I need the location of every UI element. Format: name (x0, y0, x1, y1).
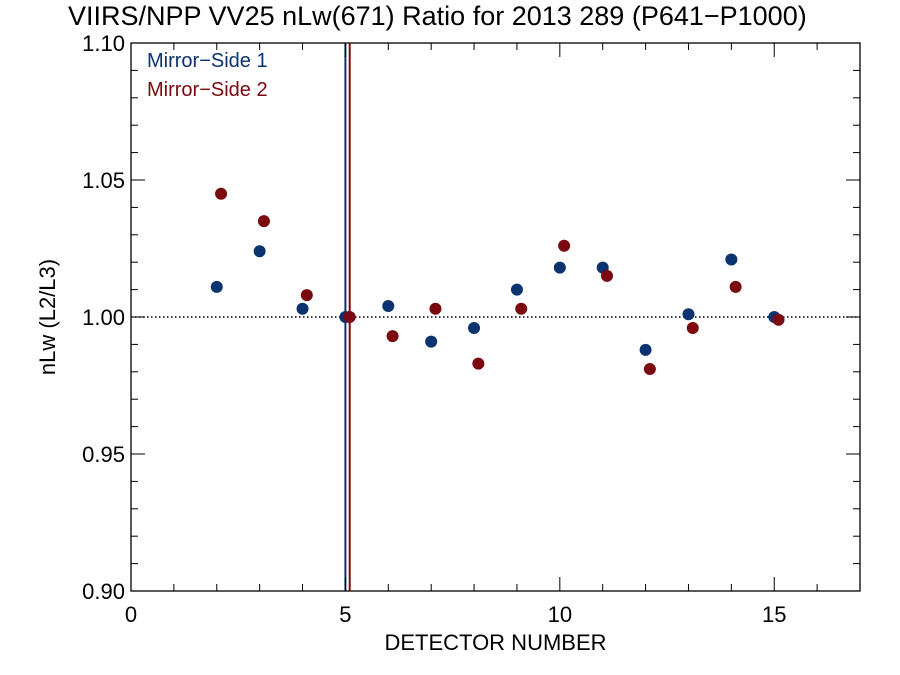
legend-label-mirror-side-1: Mirror−Side 1 (147, 50, 268, 72)
data-point-series-2 (257, 215, 270, 228)
point-layer (210, 187, 785, 376)
data-point-series-1 (296, 302, 309, 315)
y-tick-label: 0.95 (82, 442, 125, 467)
data-point-series-2 (600, 269, 613, 282)
data-point-series-1 (468, 321, 481, 334)
tick-layer: 0 5 10 15 0.90 0.95 1.00 1.05 1.10 (82, 31, 861, 627)
data-point-series-2 (386, 330, 399, 343)
data-point-series-2 (772, 313, 785, 326)
data-point-series-1 (210, 280, 223, 293)
y-tick-label: 1.00 (82, 305, 125, 330)
x-axis-label: DETECTOR NUMBER (384, 630, 606, 655)
y-axis-label: nLw (L2/L3) (35, 259, 60, 375)
data-point-series-1 (682, 308, 695, 321)
data-point-series-2 (515, 302, 528, 315)
data-point-series-1 (382, 300, 395, 313)
x-tick-label: 15 (762, 602, 786, 627)
chart-title: VIIRS/NPP VV25 nLw(671) Ratio for 2013 2… (68, 1, 807, 31)
data-point-series-2 (343, 311, 356, 323)
y-tick-label: 1.05 (82, 168, 125, 193)
data-point-series-1 (510, 283, 523, 296)
data-point-series-2 (215, 187, 228, 200)
data-point-series-2 (558, 239, 571, 252)
data-point-series-1 (425, 335, 438, 348)
data-point-series-2 (472, 357, 485, 370)
data-point-series-1 (253, 245, 266, 258)
x-tick-label: 0 (125, 602, 137, 627)
y-tick-label: 1.10 (82, 31, 125, 56)
data-point-series-1 (725, 253, 738, 266)
data-point-series-2 (643, 363, 656, 376)
data-point-series-1 (553, 261, 566, 274)
data-point-series-2 (686, 321, 699, 334)
x-tick-label: 10 (548, 602, 572, 627)
legend: Mirror−Side 1 Mirror−Side 2 (147, 50, 268, 101)
data-point-series-2 (300, 289, 313, 302)
data-point-series-2 (729, 280, 742, 293)
x-tick-label: 5 (339, 602, 351, 627)
legend-label-mirror-side-2: Mirror−Side 2 (147, 79, 268, 101)
y-tick-label: 0.90 (82, 579, 125, 604)
data-point-series-1 (639, 343, 652, 356)
data-point-series-2 (429, 302, 442, 315)
